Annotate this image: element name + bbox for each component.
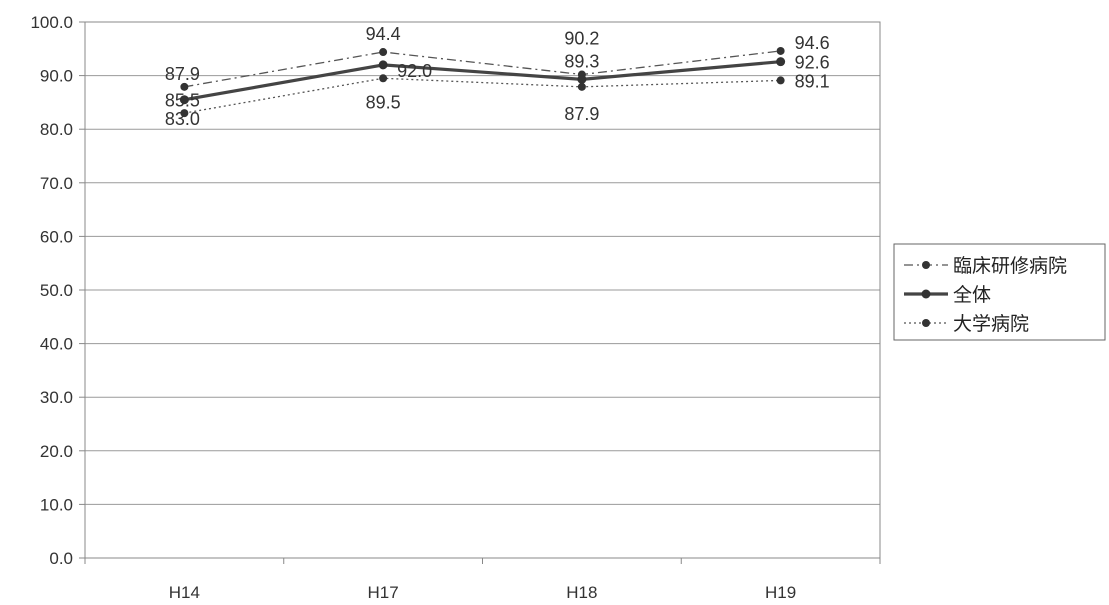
data-point <box>378 60 388 70</box>
x-tick-label: H14 <box>169 583 200 602</box>
data-label: 85.5 <box>165 91 200 111</box>
legend-marker <box>921 289 931 299</box>
y-tick-label: 40.0 <box>40 335 73 354</box>
series-line <box>184 77 781 114</box>
x-tick-label: H17 <box>368 583 399 602</box>
data-label: 89.1 <box>795 71 830 91</box>
x-tick-label: H18 <box>566 583 597 602</box>
legend-label: 全体 <box>953 284 991 306</box>
data-point <box>180 82 189 91</box>
series-layer <box>179 46 786 118</box>
data-label: 92.6 <box>795 53 830 73</box>
series-line <box>184 50 781 88</box>
x-tick-label: H19 <box>765 583 796 602</box>
y-tick-label: 70.0 <box>40 174 73 193</box>
y-tick-label: 0.0 <box>49 549 73 568</box>
data-point <box>379 48 388 57</box>
data-label: 89.5 <box>366 92 401 112</box>
y-axis: 0.0 10.0 20.0 30.0 40.0 50.0 60.0 70.0 80.0 90.0 1… <box>30 13 85 568</box>
legend-label: 臨床研修病院 <box>953 255 1067 277</box>
y-tick-label: 10.0 <box>40 495 73 514</box>
data-label: 90.2 <box>564 29 599 49</box>
data-label: 83.0 <box>165 109 200 129</box>
y-tick-label: 30.0 <box>40 388 73 407</box>
legend-label: 大学病院 <box>953 313 1029 335</box>
data-label: 87.9 <box>165 64 200 84</box>
data-label: 87.9 <box>564 104 599 124</box>
data-point <box>776 57 786 67</box>
data-label: 94.6 <box>795 33 830 53</box>
y-tick-label: 90.0 <box>40 67 73 86</box>
data-point <box>577 82 586 91</box>
data-point <box>179 95 189 105</box>
x-axis: H14 H17 H18 H19 <box>84 558 881 602</box>
data-point <box>776 76 785 85</box>
y-tick-label: 50.0 <box>40 281 73 300</box>
data-label: 94.4 <box>366 24 401 44</box>
data-point <box>776 46 785 55</box>
legend-marker <box>922 319 930 327</box>
grid-lines <box>85 21 880 559</box>
y-tick-label: 100.0 <box>30 13 73 32</box>
y-tick-label: 60.0 <box>40 227 73 246</box>
data-point <box>379 74 388 83</box>
data-label: 92.0 <box>397 61 432 81</box>
data-labels: 87.9 94.4 90.2 94.6 85.5 92.0 89.3 92.6 83.0 89.5… <box>165 24 830 129</box>
data-point <box>577 74 587 84</box>
y-tick-label: 80.0 <box>40 120 73 139</box>
y-tick-label: 20.0 <box>40 442 73 461</box>
data-label: 89.3 <box>564 51 599 71</box>
series-line <box>184 60 781 102</box>
legend-marker <box>922 261 930 269</box>
data-point <box>180 109 189 118</box>
